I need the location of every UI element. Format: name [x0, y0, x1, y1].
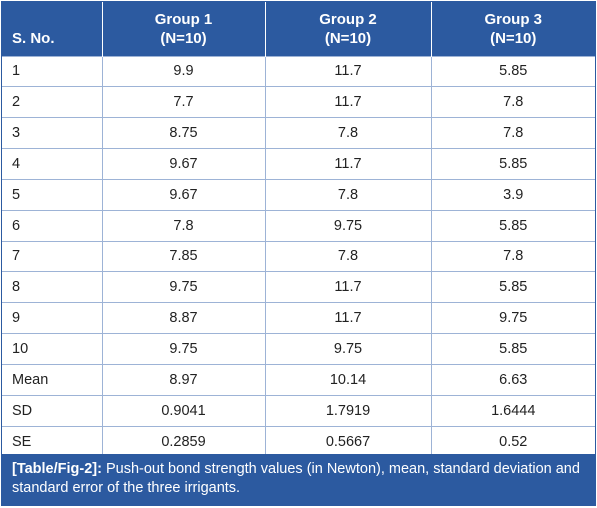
- table-row: SE 0.2859 0.5667 0.52: [2, 425, 595, 457]
- header-sno: S. No.: [2, 2, 102, 56]
- cell-group-3: 5.85: [430, 209, 595, 242]
- cell-group-1: 7.85: [101, 240, 265, 272]
- cell-group-3: 0.52: [430, 425, 595, 457]
- table-row: 4 9.67 11.7 5.85: [2, 148, 595, 180]
- cell-group-2: 11.7: [264, 55, 431, 87]
- table-row: SD 0.9041 1.7919 1.6444: [2, 394, 595, 427]
- header-group-2-name: Group 2: [319, 10, 377, 28]
- table-row: 7 7.85 7.8 7.8: [2, 240, 595, 272]
- cell-sno: 5: [2, 178, 102, 211]
- table-row: 3 8.75 7.8 7.8: [2, 117, 595, 149]
- cell-group-1: 7.8: [101, 209, 265, 242]
- cell-group-3: 7.8: [430, 117, 595, 149]
- table-row: 9 8.87 11.7 9.75: [2, 302, 595, 334]
- header-group-3-n: (N=10): [490, 29, 537, 47]
- cell-group-3: 7.8: [430, 86, 595, 118]
- cell-group-1: 0.9041: [101, 394, 265, 427]
- header-sno-label: S. No.: [12, 29, 55, 47]
- cell-group-3: 3.9: [430, 178, 595, 211]
- cell-group-1: 9.75: [101, 333, 265, 365]
- cell-sno: 3: [2, 117, 102, 149]
- cell-group-1: 9.67: [101, 148, 265, 180]
- figure-caption: [Table/Fig-2]: Push-out bond strength va…: [2, 454, 595, 505]
- cell-group-3: 5.85: [430, 55, 595, 87]
- cell-group-2: 11.7: [264, 148, 431, 180]
- cell-sno: 9: [2, 302, 102, 334]
- cell-sno: 2: [2, 86, 102, 118]
- cell-sno: 8: [2, 271, 102, 303]
- header-group-1-name: Group 1: [154, 10, 213, 28]
- caption-text: Push-out bond strength values (in Newton…: [12, 461, 580, 496]
- header-group-2: Group 2 (N=10): [264, 2, 431, 56]
- cell-group-1: 9.9: [101, 55, 265, 87]
- cell-group-1: 8.87: [101, 302, 265, 334]
- cell-sno: 6: [2, 209, 102, 242]
- cell-group-2: 7.8: [264, 117, 431, 149]
- cell-group-2: 11.7: [264, 86, 431, 118]
- table-row: 1 9.9 11.7 5.85: [2, 55, 595, 87]
- cell-sno: Mean: [2, 363, 102, 396]
- cell-group-1: 7.7: [101, 86, 265, 118]
- table-row: 10 9.75 9.75 5.85: [2, 333, 595, 365]
- cell-group-3: 5.85: [430, 148, 595, 180]
- header-group-1: Group 1 (N=10): [101, 2, 265, 56]
- table-row: 8 9.75 11.7 5.85: [2, 271, 595, 303]
- cell-sno: 10: [2, 333, 102, 365]
- cell-group-1: 9.67: [101, 178, 265, 211]
- header-group-1-n: (N=10): [160, 29, 207, 47]
- cell-sno: SE: [2, 425, 102, 457]
- table-row: 6 7.8 9.75 5.85: [2, 209, 595, 242]
- header-group-2-n: (N=10): [324, 29, 372, 47]
- cell-group-2: 9.75: [264, 333, 431, 365]
- cell-group-2: 0.5667: [264, 425, 431, 457]
- cell-group-3: 6.63: [430, 363, 595, 396]
- cell-group-1: 0.2859: [101, 425, 265, 457]
- caption-tag: [Table/Fig-2]:: [12, 461, 102, 477]
- cell-group-2: 11.7: [264, 271, 431, 303]
- table-row: 2 7.7 11.7 7.8: [2, 86, 595, 118]
- header-group-3-name: Group 3: [484, 10, 542, 28]
- table-body: 1 9.9 11.7 5.85 2 7.7 11.7 7.8 3 8.75 7.8 7.8 4 9.67 1…: [2, 55, 595, 457]
- table-row: 5 9.67 7.8 3.9: [2, 178, 595, 211]
- table-header-row: S. No. Group 1 (N=10) Group 2 (N=10) Gro…: [2, 2, 595, 56]
- cell-sno: 4: [2, 148, 102, 180]
- cell-group-2: 1.7919: [264, 394, 431, 427]
- table-row: Mean 8.97 10.14 6.63: [2, 363, 595, 396]
- cell-group-2: 10.14: [264, 363, 431, 396]
- cell-group-1: 9.75: [101, 271, 265, 303]
- header-group-3: Group 3 (N=10): [430, 2, 595, 56]
- cell-group-2: 11.7: [264, 302, 431, 334]
- data-table: S. No. Group 1 (N=10) Group 2 (N=10) Gro…: [2, 2, 595, 457]
- cell-sno: 1: [2, 55, 102, 87]
- cell-group-3: 7.8: [430, 240, 595, 272]
- cell-group-3: 5.85: [430, 271, 595, 303]
- cell-group-2: 7.8: [264, 240, 431, 272]
- cell-sno: 7: [2, 240, 102, 272]
- cell-group-1: 8.75: [101, 117, 265, 149]
- cell-sno: SD: [2, 394, 102, 427]
- cell-group-3: 9.75: [430, 302, 595, 334]
- cell-group-3: 1.6444: [430, 394, 595, 427]
- cell-group-2: 9.75: [264, 209, 431, 242]
- cell-group-1: 8.97: [101, 363, 265, 396]
- cell-group-3: 5.85: [430, 333, 595, 365]
- cell-group-2: 7.8: [264, 178, 431, 211]
